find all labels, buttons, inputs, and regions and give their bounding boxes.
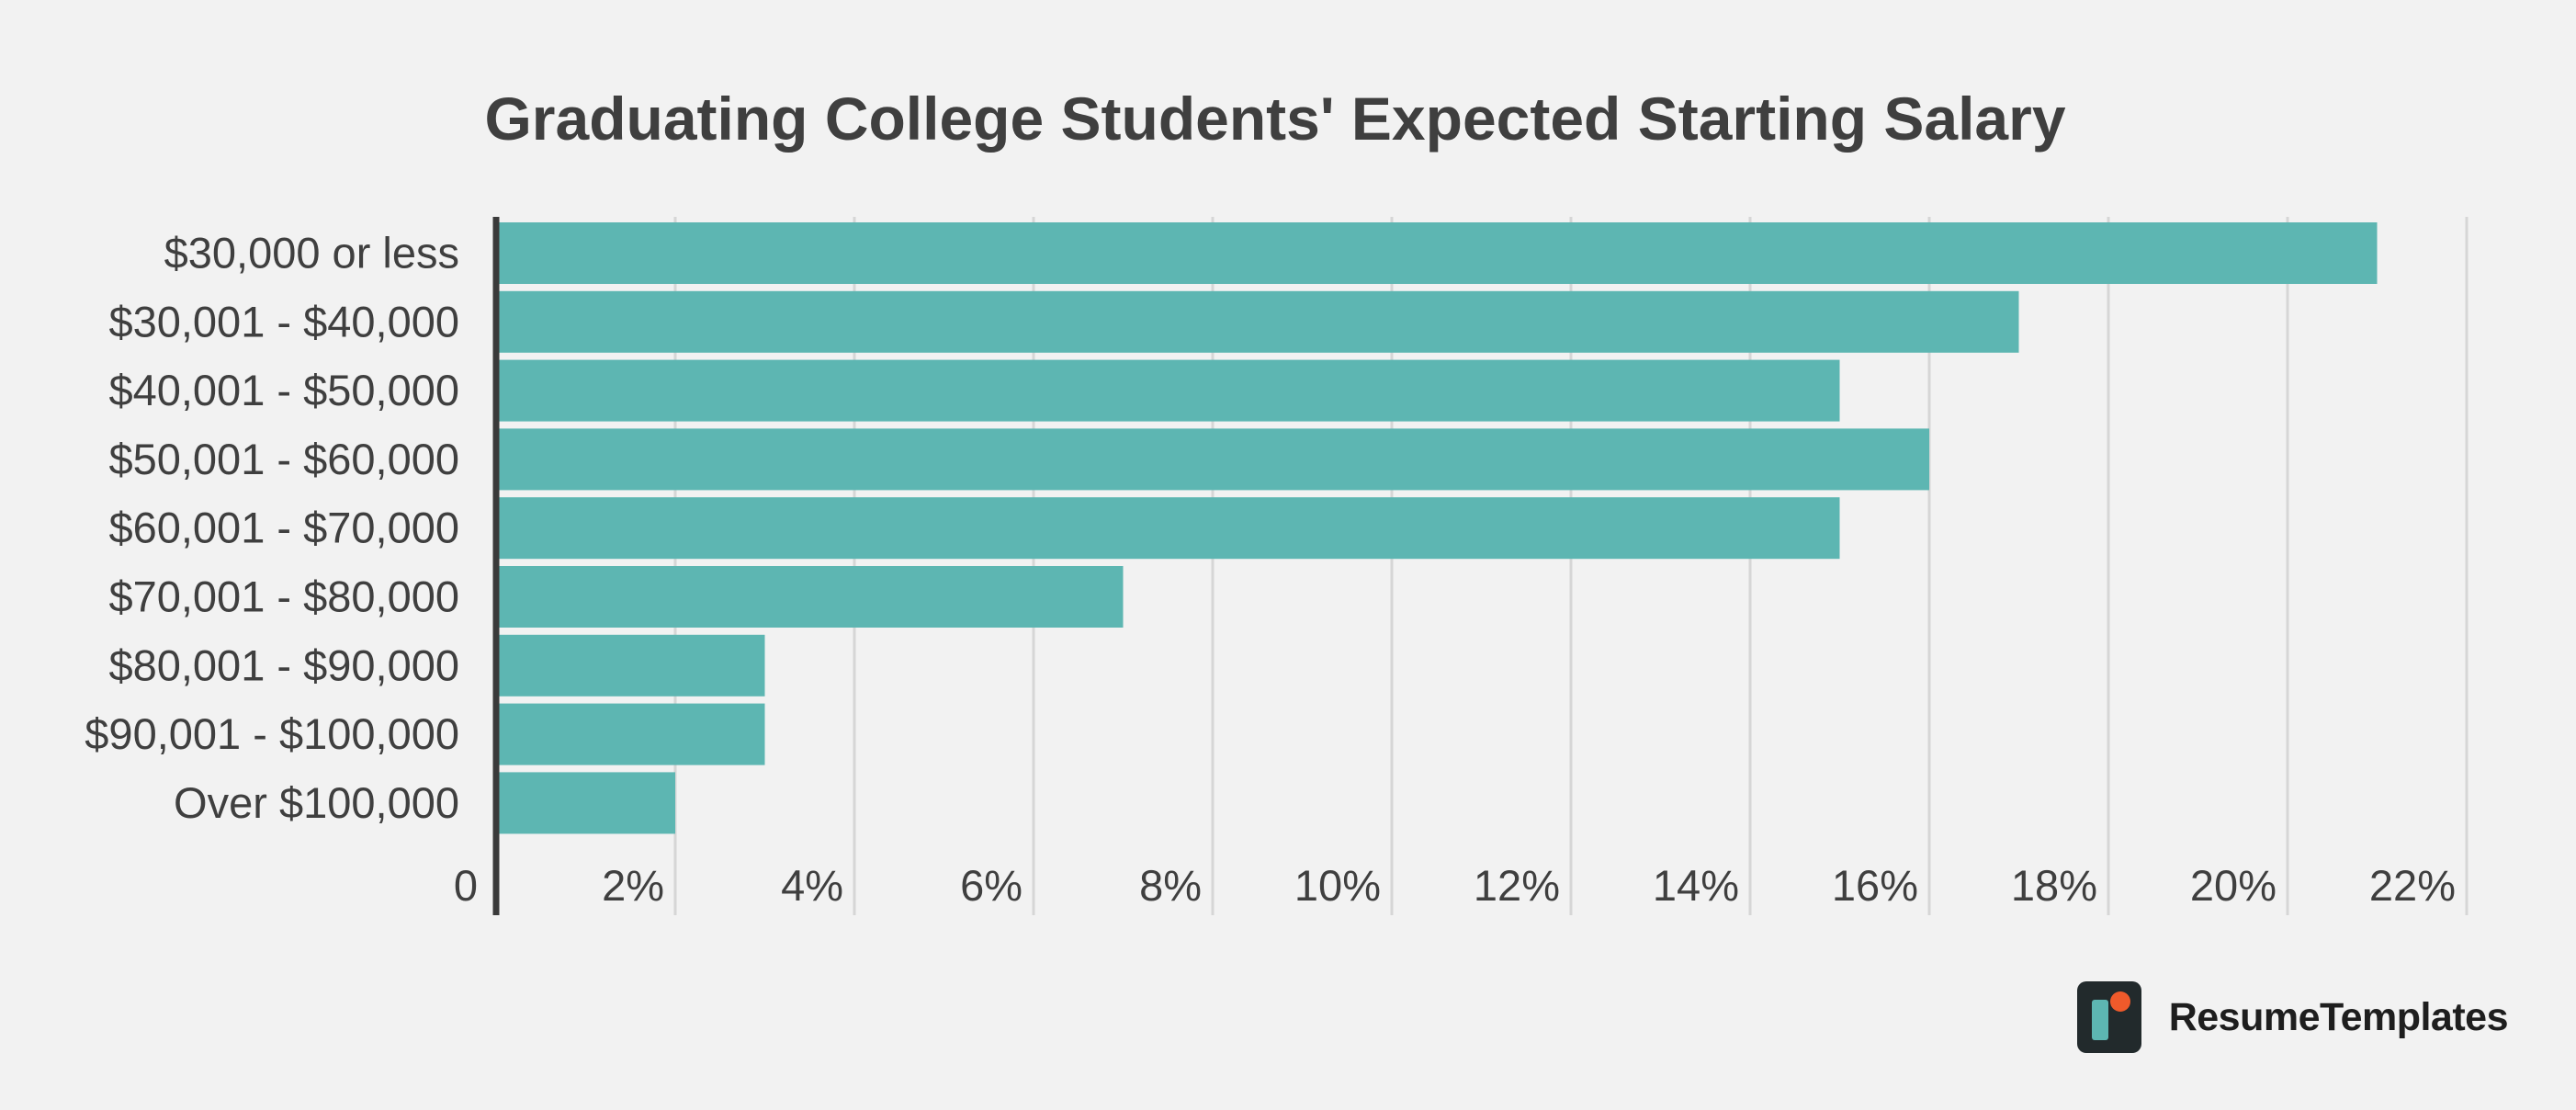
bars xyxy=(496,222,2378,834)
x-tick-label-4: 8% xyxy=(1139,861,1202,910)
category-label-5: $70,001 - $80,000 xyxy=(108,572,459,621)
x-tick-label-11: 22% xyxy=(2369,861,2456,910)
bar-2 xyxy=(496,359,1840,422)
category-label-6: $80,001 - $90,000 xyxy=(108,640,459,689)
resume-templates-logo-icon xyxy=(2076,981,2141,1053)
x-tick-label-1: 2% xyxy=(602,861,664,910)
x-tick-label-8: 16% xyxy=(1832,861,1918,910)
category-label-3: $50,001 - $60,000 xyxy=(108,435,459,483)
category-label-1: $30,001 - $40,000 xyxy=(108,297,459,345)
bar-4 xyxy=(496,497,1840,560)
x-tick-label-5: 10% xyxy=(1294,861,1381,910)
x-tick-label-6: 12% xyxy=(1474,861,1560,910)
chart-title: Graduating College Students' Expected St… xyxy=(484,85,2065,153)
bar-7 xyxy=(496,703,765,765)
category-label-0: $30,000 or less xyxy=(164,229,459,278)
category-label-4: $60,001 - $70,000 xyxy=(108,504,459,552)
x-tick-label-2: 4% xyxy=(781,861,843,910)
bar-1 xyxy=(496,290,2019,353)
x-tick-label-3: 6% xyxy=(960,861,1022,910)
category-label-8: Over $100,000 xyxy=(174,778,459,827)
category-labels: $30,000 or less $30,001 - $40,000 $40,001 … xyxy=(85,229,459,827)
category-label-7: $90,001 - $100,000 xyxy=(85,709,459,758)
logo-bar-shape xyxy=(2091,1000,2108,1040)
x-tick-label-0: 0 xyxy=(454,861,478,910)
bar-3 xyxy=(496,428,1929,491)
x-tick-label-7: 14% xyxy=(1653,861,1739,910)
bar-5 xyxy=(496,566,1124,628)
bar-0 xyxy=(496,222,2378,284)
x-tick-labels: 0 2% 4% 6% 8% 10% 12% 14% 16% 18% 20% 22% xyxy=(454,861,2456,910)
x-tick-label-9: 18% xyxy=(2011,861,2097,910)
x-tick-label-10: 20% xyxy=(2190,861,2277,910)
bar-6 xyxy=(496,634,765,697)
bar-8 xyxy=(496,772,675,834)
brand-name: ResumeTemplates xyxy=(2168,994,2509,1039)
logo-dot-shape xyxy=(2109,991,2130,1012)
category-label-2: $40,001 - $50,000 xyxy=(108,366,459,414)
brand-logo: ResumeTemplates xyxy=(2076,981,2509,1053)
